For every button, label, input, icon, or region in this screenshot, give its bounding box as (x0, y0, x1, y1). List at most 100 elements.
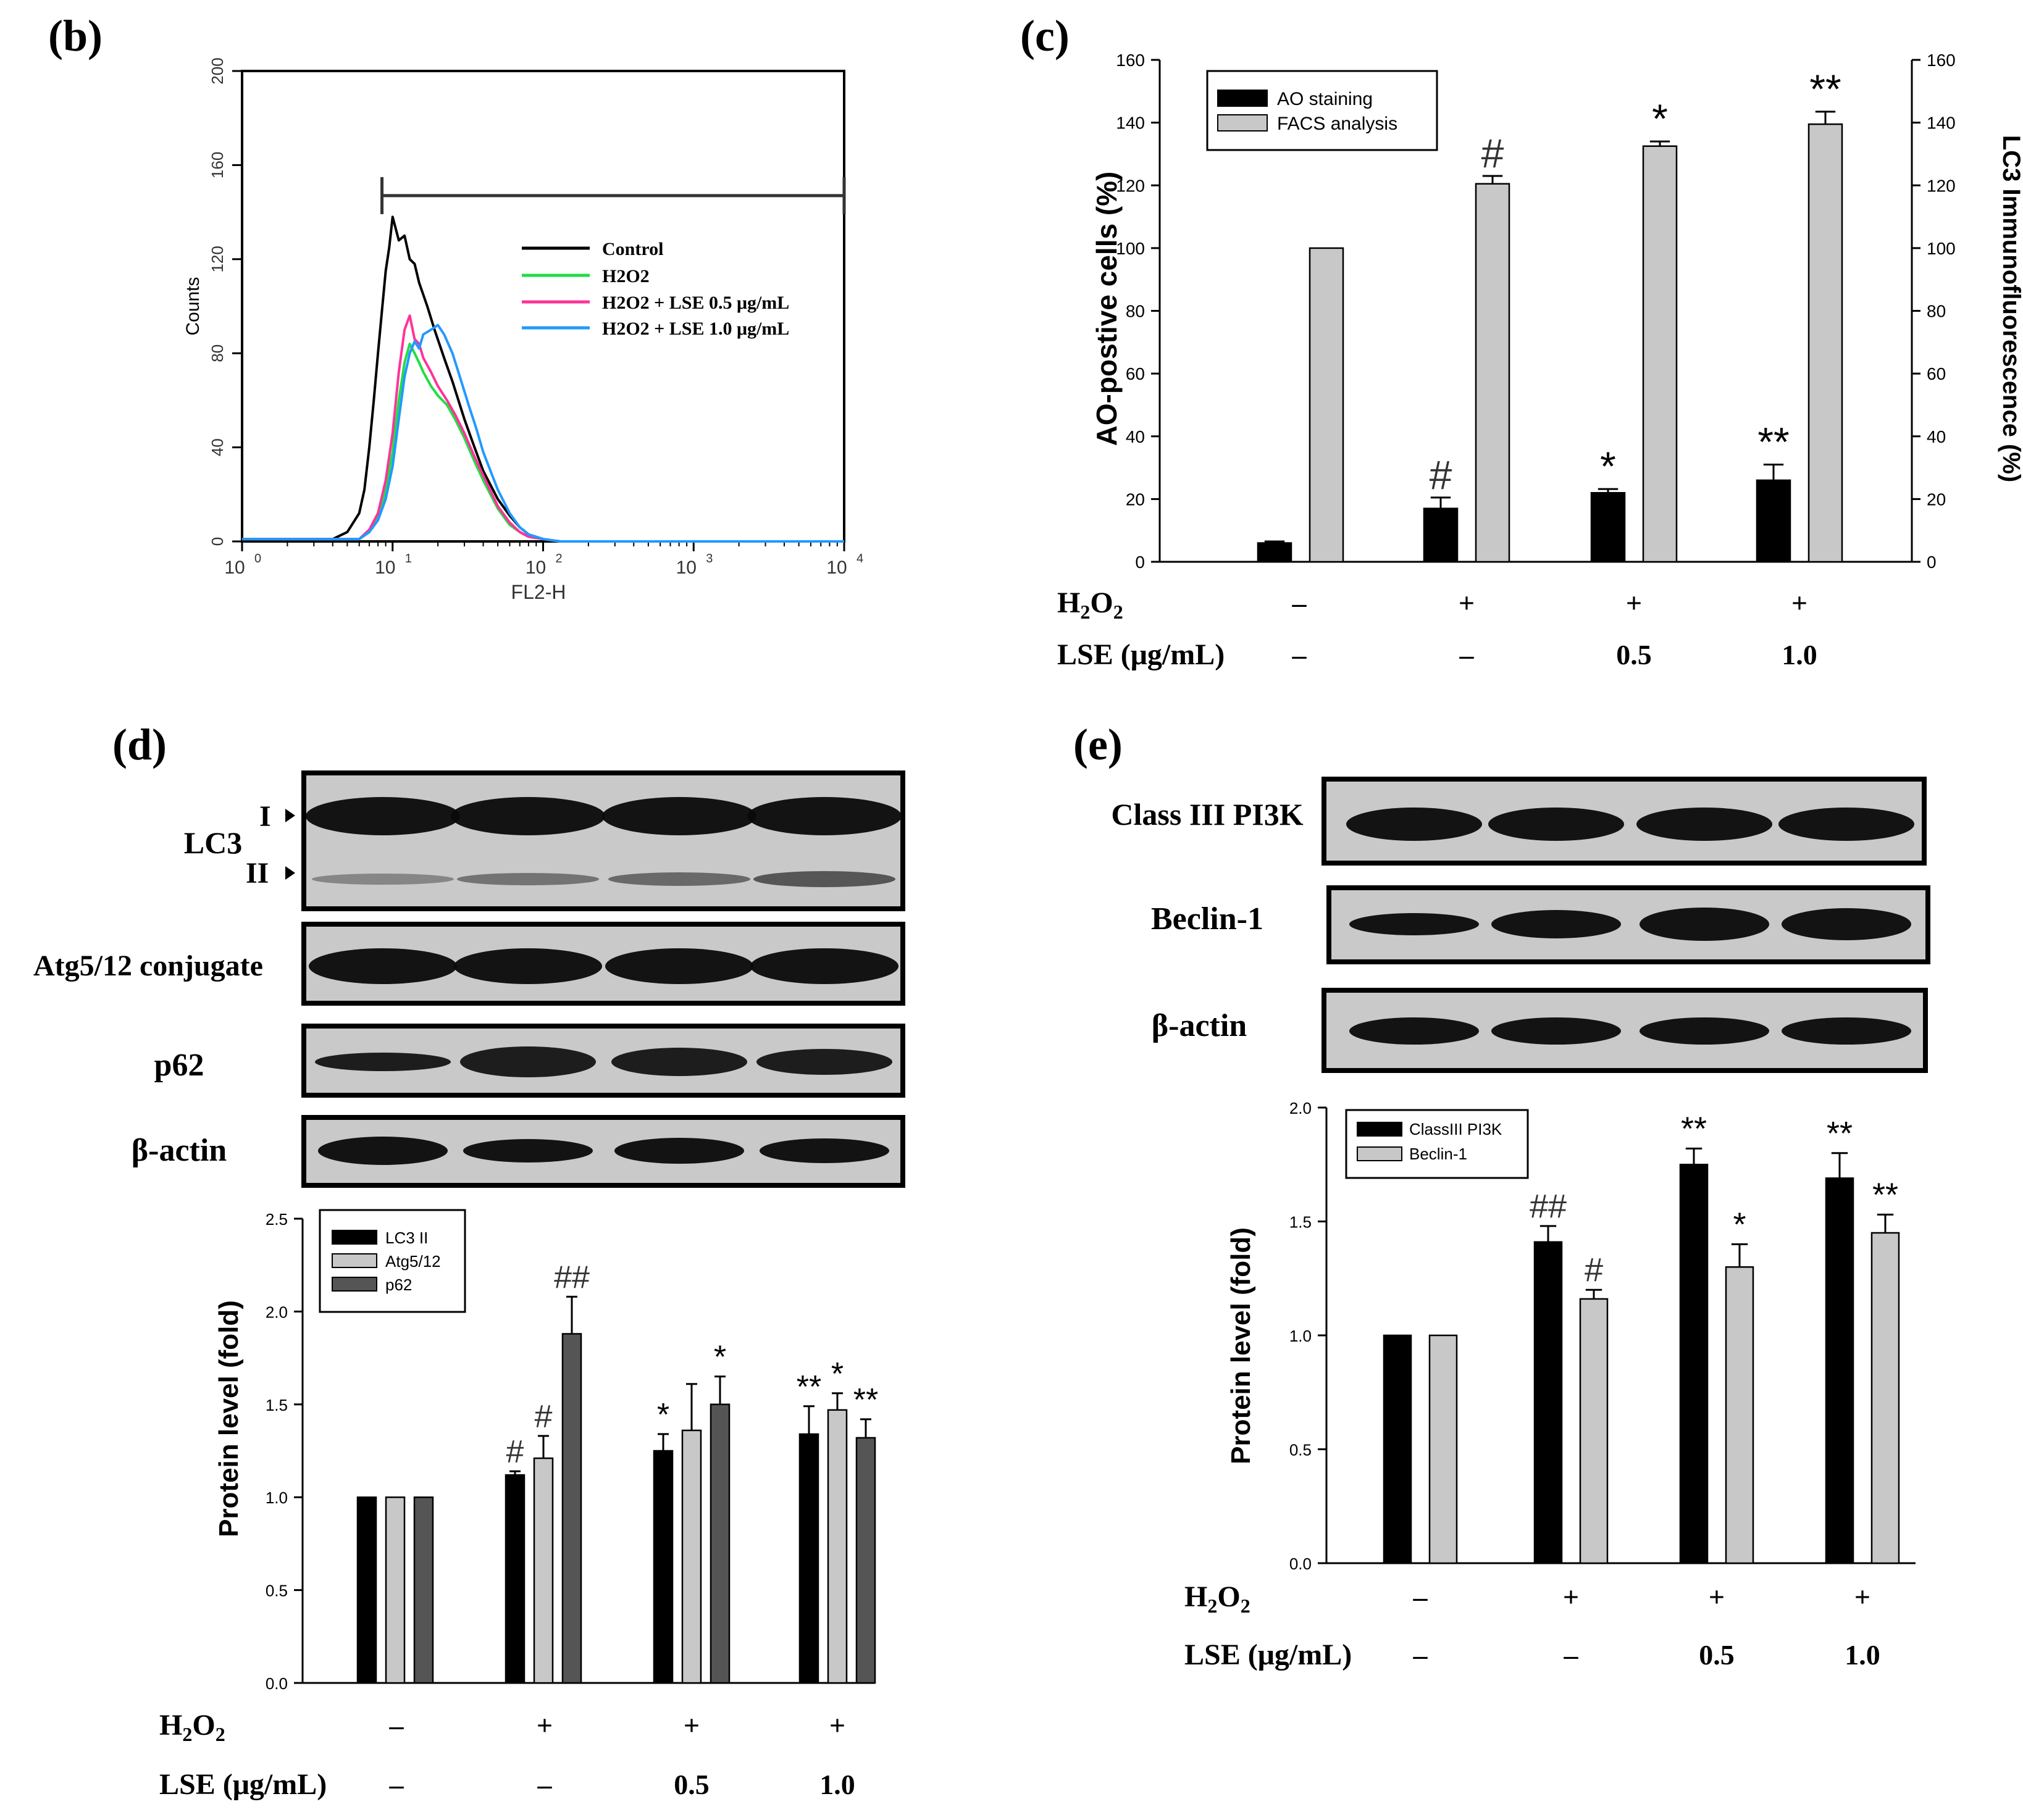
e-treat-h2o2-value: + (1709, 1581, 1725, 1613)
d-plot-y-tick-label: 2.0 (266, 1303, 288, 1321)
e-plot-bar-1-4 (1825, 1177, 1854, 1564)
d-y-axis-label: Protein level (fold) (214, 1300, 244, 1537)
e-band-actin (1491, 1017, 1621, 1045)
legend-label-control: Control (602, 239, 663, 259)
d-band-p62 (756, 1049, 892, 1075)
d-label-lc3-i: I (259, 800, 271, 833)
flow-y-tick-label: 200 (208, 57, 227, 84)
c-lse-row-label: LSE (μg/mL) (1057, 638, 1225, 671)
legend-label-lse05: H2O2 + LSE 0.5 μg/mL (602, 293, 789, 313)
e-legend-label-beclin: Beclin-1 (1409, 1145, 1467, 1163)
c-treat-h2o2-value: + (1459, 587, 1475, 619)
d-legend-label-atg: Atg5/12 (385, 1252, 441, 1271)
d-plot-significance-mark: ## (554, 1259, 590, 1295)
flow-x-tick-exponent: 3 (706, 552, 713, 566)
c-plot-y-tick-label: 80 (1126, 302, 1145, 321)
e-treat-lse-value: 0.5 (1699, 1639, 1735, 1671)
c-plot-bar-1-4 (1756, 479, 1791, 563)
d-plot-bar-2-1 (385, 1496, 406, 1684)
flow-histogram-panel: 0 40 80 120 160 200 10 0 10 1 10 2 10 3 10 4 Counts FL2… (183, 57, 863, 603)
e-band-beclin (1782, 908, 1911, 940)
c-plot-bar-2-1 (1309, 247, 1344, 563)
c-h2o2-row-label: H2O2 (1057, 586, 1123, 623)
d-bar-chart: 0.00.51.01.52.02.5####**** *** (266, 1210, 878, 1693)
d-label-lc3: LC3 (184, 825, 242, 860)
e-plot-significance-mark: ** (1681, 1110, 1707, 1147)
flow-y-tick-label: 0 (208, 537, 227, 546)
e-band-actin (1349, 1017, 1479, 1045)
d-legend-swatch-p62 (332, 1277, 377, 1292)
e-plot-significance-mark: ## (1530, 1188, 1567, 1225)
d-plot-bar-2-4 (827, 1409, 848, 1684)
d-band-p62 (460, 1046, 596, 1077)
pi3k-beclin-panel: Class III PI3K Beclin-1 β-actin 0.0 0.5 1.… (1111, 777, 1930, 1671)
e-band-pi3k (1346, 808, 1482, 841)
e-treatment-table: H2O2 LSE (μg/mL) – + + + – – 0.5 1.0 (1184, 1580, 1880, 1671)
c-y2-axis-label: LC3 Immunofluorescence (%) (1998, 135, 2023, 482)
d-band-atg (454, 948, 602, 984)
d-treat-lse-value: – (389, 1769, 404, 1800)
e-plot-bar-2-2 (1579, 1298, 1609, 1564)
e-legend-label-pi3k: ClassIII PI3K (1409, 1120, 1502, 1138)
e-plot-bar-1-1 (1383, 1334, 1412, 1564)
e-plot-significance-mark: ** (1827, 1115, 1853, 1152)
c-plot-y-tick-label: 140 (1116, 114, 1145, 133)
d-h2o2-row-label: H2O2 (159, 1709, 225, 1745)
c-plot-significance-mark: # (1430, 452, 1452, 498)
e-treat-h2o2-value: – (1413, 1581, 1428, 1613)
d-legend-swatch-atg (332, 1253, 377, 1268)
d-plot-y-tick-label: 1.5 (266, 1396, 288, 1414)
d-plot-bar-1-4 (798, 1433, 819, 1684)
e-treat-h2o2-value: + (1563, 1581, 1579, 1613)
c-treat-h2o2-value: – (1292, 587, 1307, 619)
c-plot-y-tick-label: 20 (1126, 490, 1145, 509)
e-plot-y-tick-label: 0.0 (1289, 1555, 1312, 1573)
e-plot-significance-mark: * (1733, 1206, 1746, 1243)
c-treat-lse-value: – (1459, 639, 1475, 670)
d-lse-row-label: LSE (μg/mL) (159, 1768, 327, 1801)
panel-label-c: (c) (1020, 11, 1070, 61)
c-treat-lse-value: 0.5 (1616, 639, 1652, 670)
e-label-pi3k: Class III PI3K (1111, 797, 1303, 832)
c-legend-swatch-ao (1217, 90, 1268, 107)
c-treatment-table: H2O2 LSE (μg/mL) – + + + – – 0.5 1.0 (1057, 586, 1817, 671)
e-plot-bar-2-1 (1428, 1334, 1458, 1564)
flow-legend: Control H2O2 H2O2 + LSE 0.5 μg/mL H2O2 +… (522, 239, 789, 339)
e-legend: ClassIII PI3K Beclin-1 (1345, 1109, 1529, 1179)
d-blot-lc3 (301, 770, 905, 911)
flow-x-tick-label: 10 (526, 557, 546, 578)
flow-x-tick-label: 10 (224, 557, 245, 578)
ao-facs-bar-chart: 0 0 20 20 40 40 60 60 80 80 100 100 120 120 140 140 160 1… (1116, 51, 1955, 572)
ao-facs-bar-panel: 0 0 20 20 40 40 60 60 80 80 100 100 120 120 140 140 160 1… (1057, 51, 2023, 671)
d-plot-bar-3-1 (413, 1496, 434, 1684)
e-band-pi3k (1636, 808, 1772, 841)
c-plot-bar-2-4 (1807, 123, 1843, 563)
flow-curves (242, 215, 844, 543)
d-band-atg (750, 948, 898, 984)
d-treat-h2o2-value: + (829, 1709, 845, 1741)
d-band-lc3-ii (608, 872, 750, 886)
d-arrow-lc3-ii-icon (285, 866, 295, 880)
c-plot-significance-mark: ** (1809, 66, 1841, 112)
d-band-actin (760, 1138, 889, 1163)
d-plot-bar-3-4 (855, 1437, 876, 1684)
flow-x-axis-label: FL2-H (511, 581, 566, 603)
e-blots: Class III PI3K Beclin-1 β-actin (1111, 777, 1930, 1073)
panel-label-b: (b) (48, 11, 103, 61)
c-plot-bar-1-1 (1257, 542, 1292, 563)
e-band-beclin (1491, 910, 1621, 938)
panel-label-e: (e) (1073, 720, 1123, 769)
d-blots: LC3 I II Atg5/12 conjugate p62 β-actin (33, 770, 905, 1188)
c-treat-lse-value: – (1292, 639, 1307, 670)
c-plot-y2-tick-label: 120 (1927, 176, 1956, 195)
d-plot-y-tick-label: 2.5 (266, 1210, 288, 1229)
e-label-beclin: Beclin-1 (1151, 901, 1263, 937)
d-plot-bar-2-3 (681, 1429, 702, 1684)
flow-axis-ticks: 0 40 80 120 160 200 10 0 10 1 10 2 10 3 10 4 (208, 57, 863, 578)
flow-x-tick-exponent: 4 (857, 552, 863, 566)
e-plot-bar-2-3 (1725, 1266, 1754, 1564)
d-plot-bar-2-2 (533, 1457, 554, 1684)
e-y-axis-label: Protein level (fold) (1226, 1227, 1256, 1464)
c-plot-y2-tick-label: 60 (1927, 364, 1946, 383)
d-band-lc3-ii (457, 873, 599, 885)
